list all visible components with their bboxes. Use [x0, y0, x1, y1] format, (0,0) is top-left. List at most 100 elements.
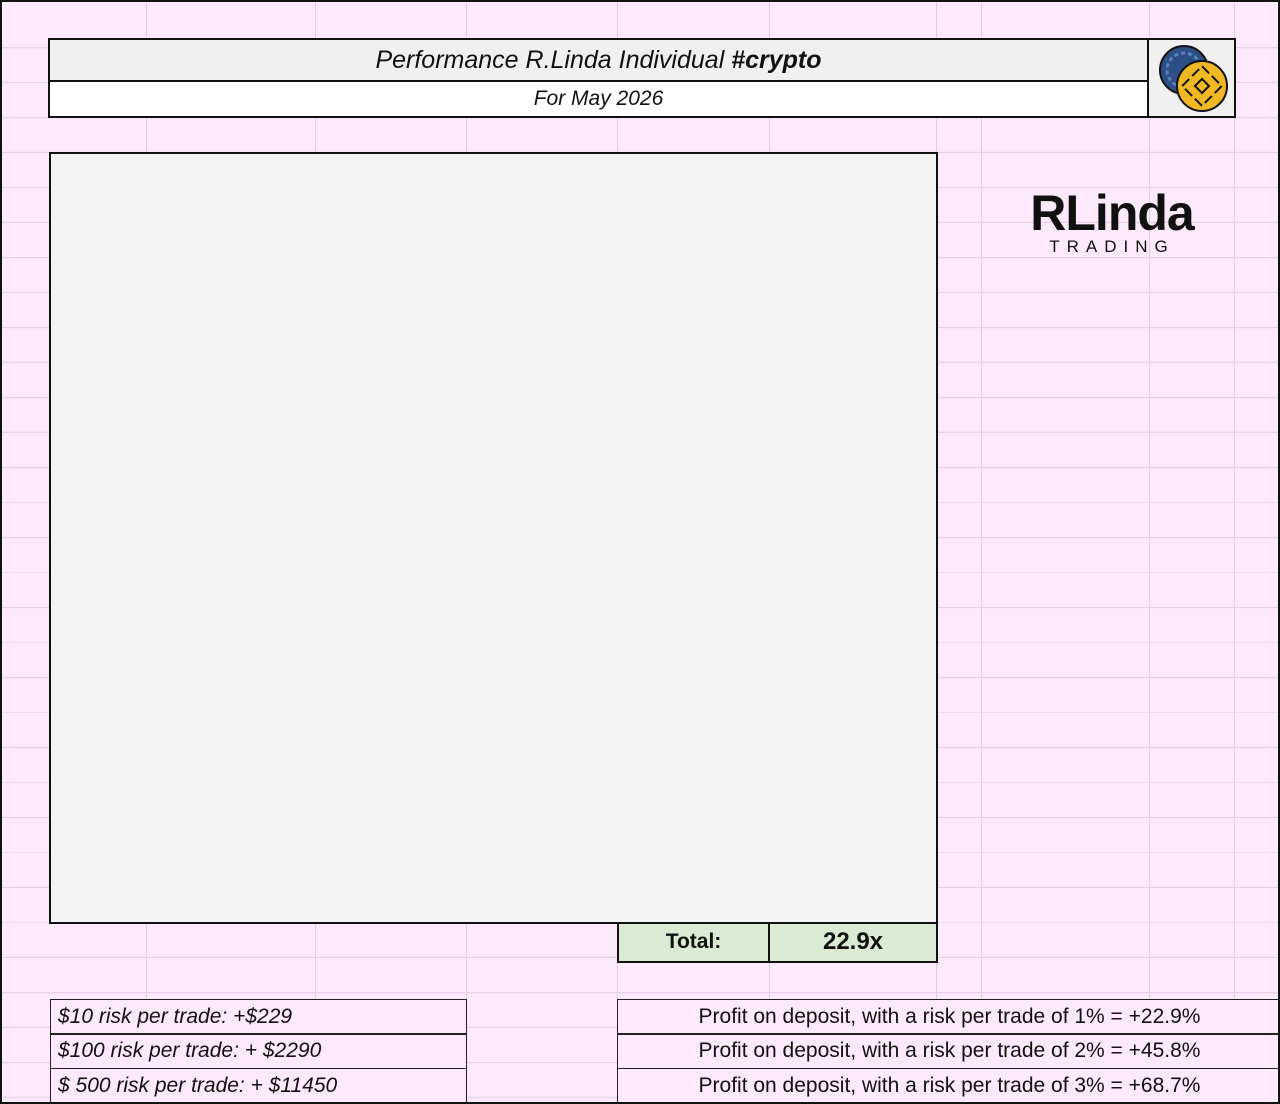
- pair-cell: XRPUSDT: [146, 538, 316, 574]
- tp2-cell: [466, 468, 618, 505]
- result-cell: -0,5: [769, 398, 937, 435]
- result-cell: -0,5: [769, 258, 937, 295]
- sl-cell: -0.23% ; -0.5r: [617, 258, 770, 295]
- pair-cell: XRPUSDT: [146, 712, 316, 749]
- total-label: Total:: [617, 921, 770, 963]
- tp2-cell: 1.5% ; 6.5r: [466, 189, 618, 225]
- tp1-cell: [315, 293, 467, 330]
- pair-cell: HYPEUSDT: [146, 398, 316, 435]
- sl-cell: -0.3% ; -0.5r: [617, 677, 770, 714]
- sl-cell: -0.3% ; -0.5r: [617, 398, 770, 435]
- tp1-cell: [315, 468, 467, 505]
- result-cell: 5: [769, 607, 937, 644]
- sl-cell: [617, 747, 770, 784]
- sl-cell: -0.17% ; -0.5r: [617, 852, 770, 888]
- pair-cell: BTCUSDT: [146, 607, 316, 644]
- result-cell: -0,5: [769, 677, 937, 714]
- date-cell: 06.05: [50, 258, 147, 295]
- pair-cell: XRPUSDT: [146, 852, 316, 888]
- tp1-cell: 0.6% ; 1.9r: [315, 607, 467, 644]
- date-cell: 15.05: [50, 572, 147, 609]
- sl-cell: [617, 328, 770, 365]
- tp2-cell: [466, 642, 618, 679]
- tp1-cell: 1.5% ; 5r: [315, 782, 467, 819]
- column-header: Result (RR): [769, 153, 937, 190]
- tp1-cell: [315, 852, 467, 888]
- tp2-cell: [466, 817, 618, 854]
- tp2-cell: [466, 852, 618, 888]
- tp1-cell: [315, 817, 467, 854]
- sl-cell: [617, 223, 770, 260]
- result-cell: 1: [769, 328, 937, 365]
- result-cell: -0,5: [769, 363, 937, 400]
- sl-cell: [617, 503, 770, 539]
- tp1-cell: 0.3% ; 1r: [315, 747, 467, 784]
- title-tag: #crypto: [731, 45, 822, 74]
- logo-tagline: TRADING: [1049, 237, 1175, 256]
- date-cell: 14.05: [50, 538, 147, 574]
- pair-cell: BTCUSDT: [146, 503, 316, 539]
- profit-line: Profit on deposit, with a risk per trade…: [617, 1033, 1278, 1069]
- sl-cell: -0.28% ; -0.5r: [617, 538, 770, 574]
- risk-line: $ 500 risk per trade: + $11450: [50, 1068, 467, 1102]
- date-cell: 08.05: [50, 328, 147, 365]
- date-cell: 20.05: [50, 642, 147, 679]
- date-cell: 11.05: [50, 398, 147, 435]
- pair-cell: BCHUSDT: [146, 433, 316, 470]
- date-cell: 26.05: [50, 782, 147, 819]
- subtitle: For May 2026: [533, 87, 664, 110]
- date-cell: [50, 223, 147, 260]
- logo-name: RLinda: [1030, 185, 1194, 241]
- date-cell: 13.05: [50, 503, 147, 539]
- pair-cell: LTCUSDT: [146, 328, 316, 365]
- subtitle-bar: For May 2026: [48, 80, 1149, 118]
- date-cell: 12.05: [50, 433, 147, 470]
- result-cell: 6,5: [769, 189, 937, 225]
- risk-line: $10 risk per trade: +$229: [50, 999, 467, 1034]
- date-cell: 21.05: [50, 677, 147, 714]
- tp1-cell: [315, 258, 467, 295]
- tp2-cell: [466, 538, 618, 574]
- pair-cell: BTCUSDT: [146, 747, 316, 784]
- result-cell: -0,5: [769, 572, 937, 609]
- pair-cell: HYPEUSDT: [146, 363, 316, 400]
- tp2-cell: [466, 503, 618, 539]
- column-header: TP2 (pnl / rr): [466, 153, 618, 190]
- tp1-cell: 0.4% ; 1r: [315, 223, 467, 260]
- tp1-cell: [315, 642, 467, 679]
- result-cell: -0,5: [769, 538, 937, 574]
- pair-cell: ONDOUSDT: [146, 572, 316, 609]
- tp2-cell: [466, 363, 618, 400]
- result-cell: -0,5: [769, 642, 937, 679]
- result-cell: -0,5: [769, 293, 937, 330]
- tp2-cell: 2.7% ; 4.8r: [466, 433, 618, 470]
- sl-cell: -0.2% - 0.5r: [617, 712, 770, 749]
- result-cell: -0,5: [769, 712, 937, 749]
- sl-cell: [617, 607, 770, 644]
- tp2-cell: [466, 223, 618, 260]
- column-header: TP1 (pnl / rr): [315, 153, 467, 190]
- tp2-cell: 1.61% ; 5r: [466, 607, 618, 644]
- logo: RLinda TRADING: [1027, 188, 1197, 256]
- profit-line: Profit on deposit, with a risk per trade…: [617, 1068, 1278, 1102]
- date-cell: 26.05: [50, 817, 147, 854]
- tp1-cell: [315, 398, 467, 435]
- tp1-cell: 0.83% ; 1.7r: [315, 503, 467, 539]
- tp1-cell: [315, 363, 467, 400]
- date-cell: 26.05: [50, 747, 147, 784]
- column-header: SL (% / rr): [617, 153, 770, 190]
- sl-cell: [617, 433, 770, 470]
- sl-cell: -1.5% ; -0.5r: [617, 468, 770, 505]
- result-cell: -0,5: [769, 817, 937, 854]
- tp1-cell: [315, 538, 467, 574]
- result-cell: 4,8: [769, 433, 937, 470]
- pair-cell: BTCUSDT: [146, 258, 316, 295]
- logo-box: [1147, 38, 1236, 118]
- tp1-cell: [315, 572, 467, 609]
- title: Performance R.Linda Individual: [375, 45, 725, 74]
- result-cell: -0,5: [769, 852, 937, 888]
- date-cell: 07.05: [50, 293, 147, 330]
- tp2-cell: 3% ; 9.4r: [466, 782, 618, 819]
- tp1-cell: [315, 677, 467, 714]
- sl-cell: [617, 189, 770, 225]
